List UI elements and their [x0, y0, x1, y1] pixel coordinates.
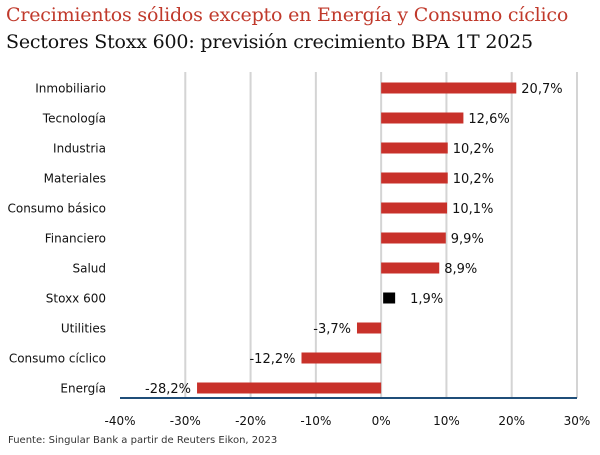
x-tick-label: -20%: [235, 414, 266, 428]
bar: [381, 82, 517, 94]
chart-title: Crecimientos sólidos excepto en Energía …: [6, 4, 569, 26]
source-note: Fuente: Singular Bank a partir de Reuter…: [8, 435, 278, 446]
value-label: 10,2%: [453, 142, 494, 157]
x-tick-label: -10%: [300, 414, 331, 428]
category-label: Salud: [72, 262, 106, 276]
bar: [197, 382, 382, 394]
x-tick-label: 0%: [372, 414, 391, 428]
value-label: -12,2%: [249, 352, 295, 367]
value-label: -3,7%: [313, 322, 351, 337]
value-label: 9,9%: [451, 232, 484, 247]
value-label: 10,1%: [452, 202, 493, 217]
value-label: 8,9%: [444, 262, 477, 277]
category-label: Utilities: [61, 322, 106, 336]
x-tick-label: 30%: [564, 414, 591, 428]
category-label: Inmobiliario: [35, 82, 106, 96]
category-label: Materiales: [44, 172, 106, 186]
bar: [381, 172, 448, 184]
value-label: 1,9%: [410, 292, 443, 307]
bar: [381, 202, 448, 214]
x-tick-label: -40%: [104, 414, 135, 428]
bar: [301, 352, 382, 364]
chart-subtitle: Sectores Stoxx 600: previsión crecimient…: [6, 31, 533, 53]
value-label: 10,2%: [453, 172, 494, 187]
bar: [381, 232, 446, 244]
bar: [356, 322, 382, 334]
category-label: Consumo básico: [7, 202, 106, 216]
value-label: 12,6%: [468, 112, 509, 127]
bar: [381, 112, 464, 124]
category-label: Consumo cíclico: [9, 352, 106, 366]
value-label: 20,7%: [521, 82, 562, 97]
x-tick-label: 10%: [433, 414, 460, 428]
category-label: Industria: [53, 142, 106, 156]
x-tick-label: 20%: [498, 414, 525, 428]
bar: [381, 262, 440, 274]
category-label: Energía: [60, 382, 106, 396]
category-label: Financiero: [45, 232, 106, 246]
category-label: Tecnología: [42, 112, 106, 126]
x-tick-label: -30%: [170, 414, 201, 428]
bar: [383, 292, 396, 304]
bar: [381, 142, 448, 154]
category-label: Stoxx 600: [46, 292, 106, 306]
value-label: -28,2%: [145, 382, 191, 397]
